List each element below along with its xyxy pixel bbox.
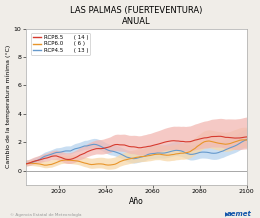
X-axis label: Año: Año: [129, 197, 144, 206]
Text: © Agencia Estatal de Meteorología: © Agencia Estatal de Meteorología: [10, 213, 82, 217]
Legend: RCP8.5      ( 14 ), RCP6.0      ( 6 ), RCP4.5      ( 13 ): RCP8.5 ( 14 ), RCP6.0 ( 6 ), RCP4.5 ( 13…: [31, 33, 90, 55]
Title: LAS PALMAS (FUERTEVENTURA)
ANUAL: LAS PALMAS (FUERTEVENTURA) ANUAL: [70, 5, 202, 26]
Text: aemet: aemet: [227, 211, 252, 217]
Text: ▶: ▶: [225, 212, 229, 217]
Y-axis label: Cambio de la temperatura mínima (°C): Cambio de la temperatura mínima (°C): [5, 45, 11, 168]
